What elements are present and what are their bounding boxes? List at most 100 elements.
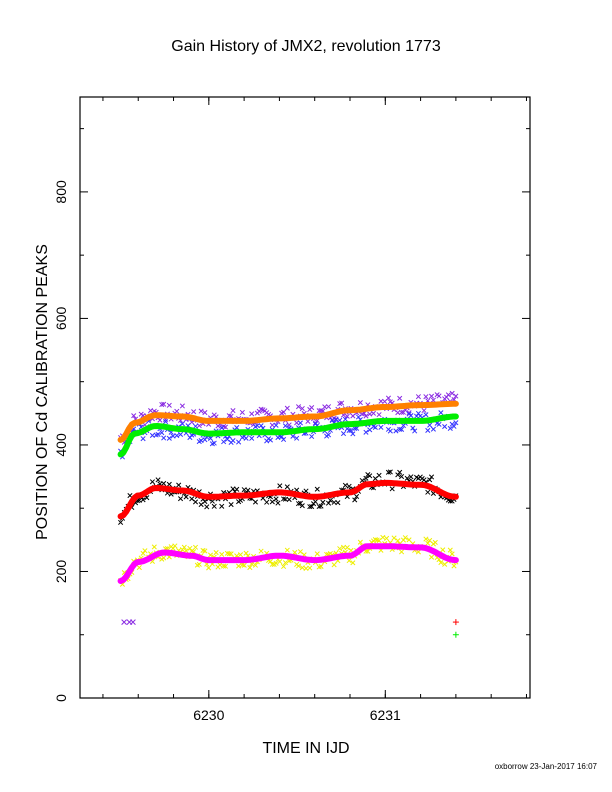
data-point-stroke	[295, 563, 302, 569]
data-point-stroke	[189, 496, 195, 502]
data-point	[412, 428, 418, 434]
data-point	[357, 539, 363, 545]
data-point-stroke	[387, 428, 393, 434]
data-point-stroke	[249, 411, 255, 417]
data-point	[217, 562, 223, 568]
data-point	[404, 475, 410, 481]
data-point	[399, 549, 405, 555]
data-point	[309, 433, 315, 440]
data-point	[370, 410, 377, 416]
data-point	[237, 552, 244, 558]
data-point-stroke	[280, 496, 287, 502]
data-point	[174, 408, 180, 414]
data-point-stroke	[177, 496, 184, 502]
data-point	[423, 536, 429, 542]
data-point	[307, 504, 313, 510]
data-point-stroke	[280, 436, 287, 443]
data-point-stroke	[372, 424, 378, 430]
data-point	[222, 563, 229, 569]
data-point	[161, 435, 167, 441]
data-point	[318, 563, 324, 569]
data-point-stroke	[307, 565, 313, 571]
data-point	[406, 537, 412, 543]
data-point-stroke	[202, 548, 208, 554]
data-point-stroke	[211, 503, 217, 509]
data-point	[177, 496, 184, 502]
data-point	[273, 422, 279, 428]
data-point-stroke	[221, 563, 227, 569]
data-point-stroke	[211, 440, 217, 446]
data-point	[325, 432, 332, 438]
data-point-stroke	[370, 410, 377, 416]
data-point-stroke	[436, 421, 442, 427]
data-point	[425, 540, 431, 546]
data-point	[436, 421, 442, 427]
data-point	[312, 499, 318, 505]
data-point	[236, 563, 242, 569]
data-point-stroke	[198, 438, 204, 444]
data-point	[453, 393, 459, 399]
data-point-stroke	[196, 423, 202, 429]
data-point	[155, 431, 161, 438]
data-point-stroke	[202, 499, 208, 505]
data-point	[273, 496, 279, 502]
marker-point-stroke	[130, 619, 136, 625]
data-point	[430, 426, 436, 432]
data-point	[365, 548, 371, 554]
data-point-stroke	[325, 432, 332, 438]
data-point-stroke	[192, 544, 199, 550]
data-point-stroke	[155, 477, 161, 483]
data-point-stroke	[447, 547, 453, 553]
data-point	[399, 409, 405, 415]
data-point-stroke	[119, 581, 126, 587]
data-point	[442, 423, 448, 430]
data-point-stroke	[207, 552, 214, 558]
data-point	[427, 477, 433, 483]
data-point-stroke	[140, 550, 146, 556]
data-point	[357, 400, 363, 406]
data-point	[219, 551, 225, 557]
data-point-stroke	[277, 483, 283, 489]
data-point-stroke	[442, 423, 448, 430]
data-point	[202, 499, 208, 505]
data-point	[228, 551, 234, 557]
data-point-stroke	[385, 395, 392, 401]
data-point-stroke	[384, 535, 390, 541]
data-point-stroke	[273, 422, 279, 428]
data-point	[363, 429, 369, 435]
data-point	[202, 410, 208, 416]
data-point-stroke	[161, 435, 167, 441]
data-point	[363, 475, 369, 481]
data-point-stroke	[142, 422, 148, 428]
data-point-stroke	[337, 417, 343, 423]
data-point	[363, 413, 369, 419]
data-point-stroke	[236, 439, 242, 445]
data-point-stroke	[365, 548, 371, 554]
data-point-stroke	[192, 423, 199, 429]
data-point	[162, 418, 169, 425]
data-point-stroke	[213, 549, 219, 556]
data-point-stroke	[367, 473, 373, 479]
data-point-stroke	[346, 483, 352, 489]
data-point	[425, 489, 431, 495]
data-point	[376, 472, 382, 478]
data-point-stroke	[397, 469, 403, 475]
data-point	[290, 433, 296, 439]
chart-title: Gain History of JMX2, revolution 1773	[171, 38, 441, 55]
data-point	[423, 412, 429, 418]
data-point-stroke	[134, 498, 141, 504]
data-point-stroke	[399, 549, 405, 555]
data-point-stroke	[361, 410, 367, 416]
data-point-stroke	[427, 477, 433, 483]
plot-frame	[79, 96, 531, 699]
data-point	[181, 544, 187, 550]
marker-point	[130, 619, 136, 625]
data-point-stroke	[142, 548, 148, 554]
data-point-stroke	[339, 400, 345, 406]
data-point	[269, 499, 275, 505]
data-point	[399, 426, 405, 433]
data-point	[449, 551, 455, 557]
data-point-stroke	[192, 499, 199, 505]
data-point	[140, 550, 146, 556]
data-point-stroke	[198, 501, 204, 508]
